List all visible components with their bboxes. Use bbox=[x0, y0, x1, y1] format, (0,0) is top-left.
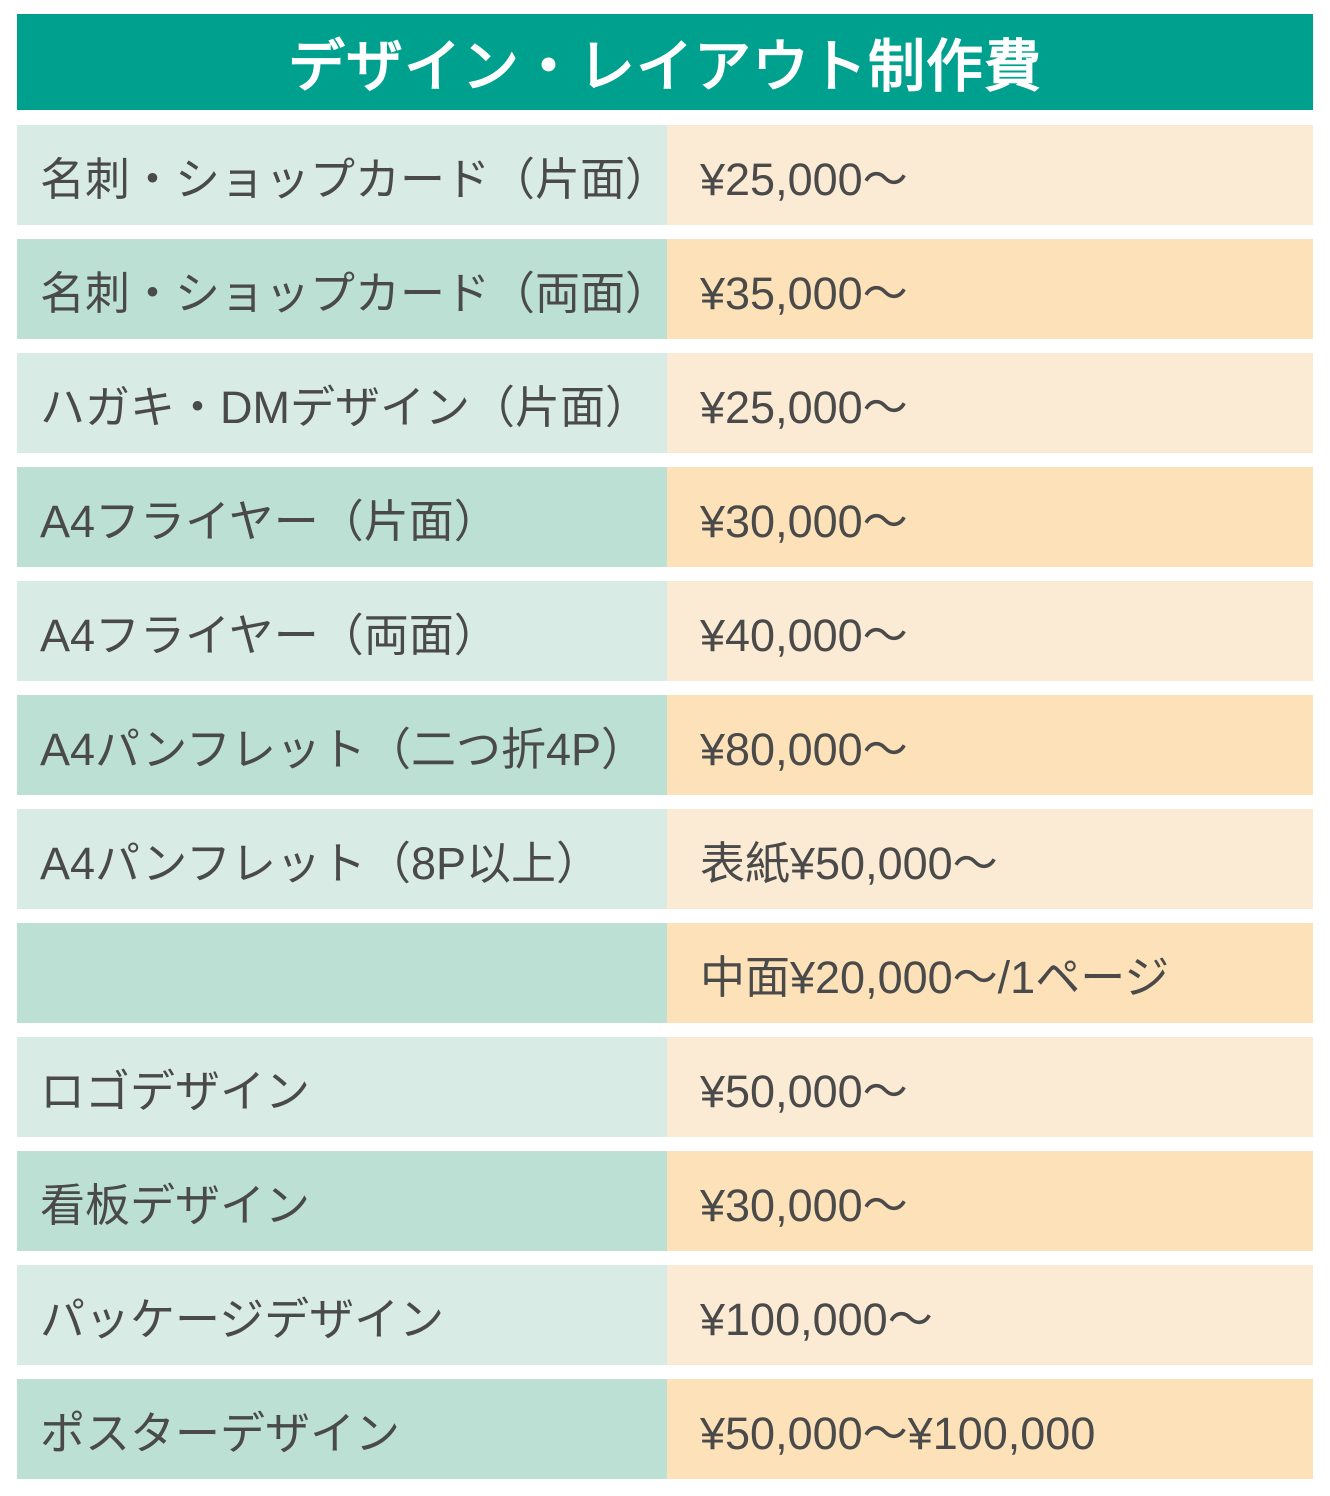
price-cell: ¥100,000～ bbox=[667, 1265, 1313, 1365]
service-name-cell: ポスターデザイン bbox=[17, 1379, 667, 1479]
service-name-cell bbox=[17, 923, 667, 1023]
table-row: 名刺・ショップカード（片面） ¥25,000～ bbox=[17, 125, 1313, 225]
price-cell: ¥25,000～ bbox=[667, 125, 1313, 225]
service-name-cell: パッケージデザイン bbox=[17, 1265, 667, 1365]
table-row: ロゴデザイン ¥50,000～ bbox=[17, 1037, 1313, 1137]
service-name-cell: A4パンフレット（8P以上） bbox=[17, 809, 667, 909]
table-row: A4パンフレット（二つ折4P） ¥80,000～ bbox=[17, 695, 1313, 795]
table-row: A4パンフレット（8P以上） 表紙¥50,000～ bbox=[17, 809, 1313, 909]
price-cell: 表紙¥50,000～ bbox=[667, 809, 1313, 909]
table-row: A4フライヤー（両面） ¥40,000～ bbox=[17, 581, 1313, 681]
price-cell: ¥30,000～ bbox=[667, 1151, 1313, 1251]
price-cell: ¥25,000～ bbox=[667, 353, 1313, 453]
service-name-cell: A4フライヤー（片面） bbox=[17, 467, 667, 567]
service-name-cell: A4パンフレット（二つ折4P） bbox=[17, 695, 667, 795]
service-name-cell: 看板デザイン bbox=[17, 1151, 667, 1251]
table-row: ハガキ・DMデザイン（片面） ¥25,000～ bbox=[17, 353, 1313, 453]
table-row: パッケージデザイン ¥100,000～ bbox=[17, 1265, 1313, 1365]
service-name-cell: ロゴデザイン bbox=[17, 1037, 667, 1137]
price-cell: ¥80,000～ bbox=[667, 695, 1313, 795]
table-row: 看板デザイン ¥30,000～ bbox=[17, 1151, 1313, 1251]
price-cell: ¥50,000～ bbox=[667, 1037, 1313, 1137]
price-cell: ¥50,000～¥100,000 bbox=[667, 1379, 1313, 1479]
service-name-cell: A4フライヤー（両面） bbox=[17, 581, 667, 681]
service-name-cell: 名刺・ショップカード（片面） bbox=[17, 125, 667, 225]
price-cell: ¥35,000～ bbox=[667, 239, 1313, 339]
table-body: 名刺・ショップカード（片面） ¥25,000～ 名刺・ショップカード（両面） ¥… bbox=[17, 125, 1313, 1479]
table-row: 名刺・ショップカード（両面） ¥35,000～ bbox=[17, 239, 1313, 339]
price-cell: ¥40,000～ bbox=[667, 581, 1313, 681]
service-name-cell: ハガキ・DMデザイン（片面） bbox=[17, 353, 667, 453]
table-row: A4フライヤー（片面） ¥30,000～ bbox=[17, 467, 1313, 567]
table-title: デザイン・レイアウト制作費 bbox=[288, 35, 1042, 99]
price-cell: 中面¥20,000～/1ページ bbox=[667, 923, 1313, 1023]
table-row: ポスターデザイン ¥50,000～¥100,000 bbox=[17, 1379, 1313, 1479]
price-cell: ¥30,000～ bbox=[667, 467, 1313, 567]
service-name-cell: 名刺・ショップカード（両面） bbox=[17, 239, 667, 339]
price-table: デザイン・レイアウト制作費 名刺・ショップカード（片面） ¥25,000～ 名刺… bbox=[17, 14, 1313, 1479]
table-title-bar: デザイン・レイアウト制作費 bbox=[17, 14, 1313, 110]
table-row: 中面¥20,000～/1ページ bbox=[17, 923, 1313, 1023]
